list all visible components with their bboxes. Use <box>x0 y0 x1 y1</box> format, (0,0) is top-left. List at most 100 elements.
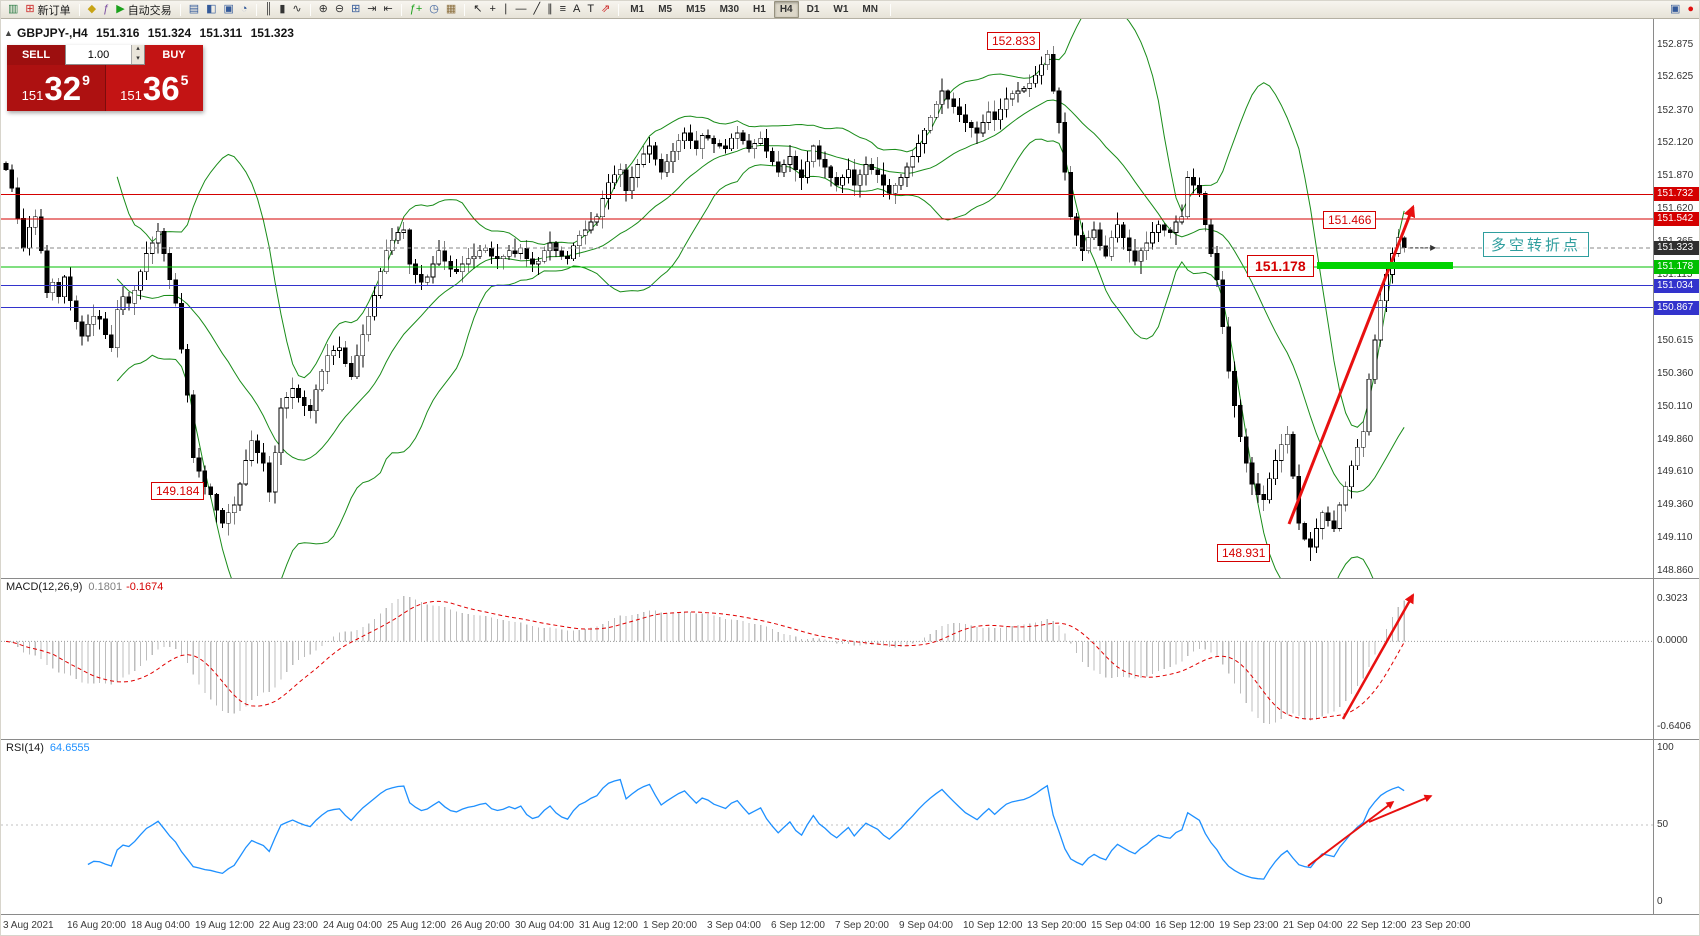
chart-shift-button[interactable]: ⇤ <box>381 2 396 18</box>
periods-icon: ◷ <box>429 3 439 15</box>
price-axis-tick: 150.110 <box>1657 400 1693 412</box>
arrows-button[interactable]: ⇗ <box>598 2 613 18</box>
timeframe-mn-button[interactable]: MN <box>862 4 878 15</box>
time-label: 18 Aug 04:00 <box>131 920 190 931</box>
trendline-button[interactable]: ╱ <box>530 2 543 18</box>
timeframe-m30-button[interactable]: M30 <box>719 4 740 15</box>
price-axis-tick: 151.870 <box>1657 170 1694 182</box>
buy-price[interactable]: 151 36 5 <box>105 65 203 111</box>
zoom-out-button[interactable]: ⊖ <box>332 2 347 18</box>
time-label: 22 Sep 12:00 <box>1347 920 1407 931</box>
new-order-button[interactable]: ⊞ 新订单 <box>22 2 73 18</box>
new-chart-icon: ▥ <box>8 3 19 15</box>
arrows-icon: ⇗ <box>601 3 611 15</box>
toolbar-separator <box>255 3 257 16</box>
time-label: 6 Sep 12:00 <box>771 920 825 931</box>
horizontal-line-button[interactable]: — <box>512 2 529 18</box>
timeframe-d1-button[interactable]: D1 <box>806 4 820 15</box>
window-list-button[interactable]: ▣ <box>1667 2 1683 18</box>
line-chart-button[interactable]: ∿ <box>289 2 304 18</box>
expert-advisors-button[interactable]: ƒ <box>100 2 112 18</box>
expert-advisors-icon: ƒ <box>103 3 110 15</box>
toolbar-separator <box>78 3 80 16</box>
candlestick-chart-icon: ▮ <box>279 3 286 15</box>
volume-up-button[interactable]: ▴ <box>132 45 144 55</box>
auto-scroll-icon: ⇥ <box>367 3 377 15</box>
new-order-icon: ⊞ <box>25 3 35 15</box>
text-button[interactable]: A <box>570 2 583 18</box>
time-label: 23 Sep 20:00 <box>1411 920 1471 931</box>
rsi-axis: 100 50 0 <box>1653 740 1699 914</box>
price-axis-tick: 149.610 <box>1657 466 1694 478</box>
price-axis-tick: 149.110 <box>1657 531 1693 543</box>
macd-label: MACD(12,26,9) 0.1801 -0.1674 <box>6 581 163 593</box>
bar-chart-icon: ║ <box>264 3 273 15</box>
main-chart-pane[interactable]: 152.875 152.625 152.370 152.120 151.870 151.6… <box>1 19 1699 579</box>
price-axis-tick: 151.620 <box>1657 202 1694 214</box>
indicators-button[interactable]: ƒ+ <box>407 2 426 18</box>
support-zone-bar <box>1317 262 1453 269</box>
strategy-tester-icon: ◔ <box>240 3 248 15</box>
metaeditor-button[interactable]: ◆ <box>85 2 99 18</box>
price-annotation-low-left: 149.184 <box>151 482 205 500</box>
cursor-icon: ↖ <box>473 3 483 15</box>
macd-plot[interactable] <box>1 579 1653 739</box>
zoom-in-button[interactable]: ⊕ <box>316 2 331 18</box>
timeframe-m5-button[interactable]: M5 <box>658 4 673 15</box>
templates-button[interactable]: ▦ <box>443 2 459 18</box>
rsi-axis-tick: 100 <box>1657 742 1674 753</box>
terminal-button[interactable]: ▣ <box>221 2 237 18</box>
strategy-tester-button[interactable]: ◔ <box>238 2 251 18</box>
sell-button[interactable]: SELL <box>7 45 65 65</box>
autotrading-button[interactable]: ▶ 自动交易 <box>113 2 174 18</box>
terminal-icon: ▣ <box>223 3 234 15</box>
sell-price[interactable]: 151 32 9 <box>7 65 106 111</box>
macd-title: MACD(12,26,9) <box>6 581 83 593</box>
tile-windows-button[interactable]: ⊞ <box>348 2 363 18</box>
timeframe-m15-button[interactable]: M15 <box>686 4 706 15</box>
timeframe-h1-button[interactable]: H1 <box>753 4 766 15</box>
new-chart-button[interactable]: ▥ <box>5 2 21 18</box>
vertical-line-button[interactable]: ∣ <box>500 2 512 18</box>
volume-control: ▴ ▾ <box>65 45 145 65</box>
rsi-pane[interactable]: 100 50 0 RSI(14) 64.6555 <box>1 740 1699 915</box>
fibonacci-icon: ≡ <box>559 3 566 15</box>
sell-price-big: 32 <box>44 69 82 107</box>
market-watch-button[interactable]: ▤ <box>186 2 202 18</box>
main-toolbar: ▥ ⊞ 新订单 ◆ ƒ ▶ 自动交易 ▤ ◧ ▣ ◔ ║ ▮ ∿ ⊕ ⊖ ⊞ ⇥ ⇤ ƒ+ ◷ ▦ ↖ + ∣ — ╱ ∥ ≡ A T ⇗ M1… <box>1 1 1699 19</box>
main-plot[interactable] <box>1 19 1653 578</box>
auto-scroll-button[interactable]: ⇥ <box>364 2 379 18</box>
crosshair-button[interactable]: + <box>487 2 499 18</box>
timeframe-m1-button[interactable]: M1 <box>630 4 645 15</box>
cursor-button[interactable]: ↖ <box>470 2 485 18</box>
price-axis-tick: 151.115 <box>1657 269 1693 281</box>
one-click-collapse-icon[interactable]: ▲ <box>4 28 13 38</box>
candlestick-chart-button[interactable]: ▮ <box>276 2 288 18</box>
timeframe-w1-button[interactable]: W1 <box>833 4 849 15</box>
label-button[interactable]: T <box>584 2 597 18</box>
time-label: 19 Sep 23:00 <box>1219 920 1279 931</box>
periods-button[interactable]: ◷ <box>426 2 442 18</box>
alert-badge-icon[interactable]: ● <box>1684 2 1697 18</box>
line-chart-icon: ∿ <box>292 3 302 15</box>
time-label: 31 Aug 12:00 <box>579 920 638 931</box>
rsi-plot[interactable] <box>1 740 1653 914</box>
volume-down-button[interactable]: ▾ <box>132 54 144 64</box>
macd-value-signal: -0.1674 <box>126 581 164 593</box>
time-axis[interactable]: 3 Aug 2021 16 Aug 20:00 18 Aug 04:00 19 Aug… <box>1 915 1699 935</box>
price-tag: 151.178 <box>1654 259 1699 274</box>
time-label: 1 Sep 20:00 <box>643 920 697 931</box>
fibonacci-button[interactable]: ≡ <box>557 2 569 18</box>
channel-button[interactable]: ∥ <box>544 2 556 18</box>
price-tag: 151.034 <box>1654 278 1699 293</box>
macd-pane[interactable]: 0.3023 0.0000 -0.6406 MACD(12,26,9) 0.1801-… <box>1 579 1699 740</box>
navigator-button[interactable]: ◧ <box>203 2 219 18</box>
chart-shift-icon: ⇤ <box>383 3 393 15</box>
volume-input[interactable] <box>66 45 131 64</box>
timeframe-h4-button[interactable]: H4 <box>773 1 799 18</box>
time-label: 22 Aug 23:00 <box>259 920 318 931</box>
buy-button[interactable]: BUY <box>145 45 203 65</box>
bar-chart-button[interactable]: ║ <box>262 2 276 18</box>
price-axis-tick: 149.860 <box>1657 433 1694 445</box>
new-order-button-label: 新订单 <box>37 4 71 17</box>
